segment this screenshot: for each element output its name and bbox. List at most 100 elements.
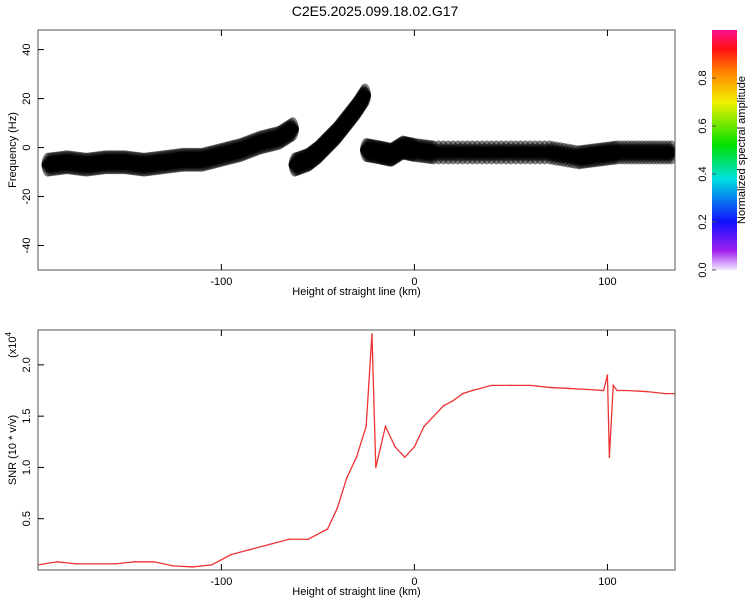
snr-point [95, 563, 97, 565]
x-tick-label: 100 [598, 576, 616, 588]
y-tick-label: 40 [21, 43, 33, 55]
y-tick-label: -20 [21, 189, 33, 205]
spectral-point [342, 117, 351, 124]
y-tick-label: 0.5 [21, 511, 33, 526]
snr-point [346, 476, 348, 479]
snr-point [432, 415, 435, 417]
spectral-point [255, 139, 264, 146]
snr-point [612, 384, 615, 387]
snr-point [133, 560, 136, 563]
spectral-point [290, 161, 299, 168]
snr-point [664, 392, 667, 395]
snr-point [384, 425, 387, 428]
spectral-point [387, 151, 396, 158]
x-tick-label: 0 [411, 276, 417, 288]
x-tick-label: -100 [210, 576, 232, 588]
snr-point [394, 446, 396, 448]
plot-frame [37, 29, 676, 271]
spectrogram-marks [41, 83, 675, 177]
snr-point [191, 566, 194, 568]
snr-point [326, 528, 329, 530]
y-tick-label: 2.0 [21, 357, 33, 372]
snr-point [529, 384, 532, 387]
snr-line-group [38, 333, 675, 568]
snr-point [365, 425, 367, 428]
figure-title: C2E5.2025.099.18.02.G17 [292, 3, 459, 19]
snr-point [608, 456, 611, 458]
y-tick-label: 1.0 [21, 460, 33, 475]
spectral-point [468, 149, 477, 156]
snr-point [452, 399, 454, 402]
plot-frame [37, 329, 676, 571]
snr-point [625, 389, 628, 392]
snr-point [510, 384, 512, 387]
spectral-point [304, 156, 313, 163]
spectral-point [352, 105, 361, 112]
snr-point [606, 374, 609, 376]
spectral-point [290, 124, 299, 131]
snr-point [153, 560, 155, 563]
snr-line [38, 334, 675, 568]
snr-point [587, 388, 589, 391]
spectral-point [323, 139, 332, 146]
x-axis-label: Height of straight line (km) [292, 586, 420, 598]
snr-point [288, 538, 290, 541]
spectral-point [313, 149, 322, 156]
snr-point [56, 560, 59, 563]
snr-point [461, 392, 464, 395]
spectral-point [140, 161, 149, 168]
snr-point [75, 563, 78, 565]
spectral-point [101, 159, 110, 166]
spectrogram-plot: -100 0 100 -40 -20 0 20 40 Height of straight li… [7, 29, 676, 298]
colorbar-tick-label: 0.8 [697, 70, 709, 85]
spectral-point [671, 149, 675, 156]
y-axis-label: SNR (10 * v/v) [7, 415, 19, 485]
snr-point [616, 389, 618, 392]
colorbar-tick-label: 0.4 [697, 166, 709, 181]
snr-point [413, 446, 416, 448]
snr-point [172, 565, 174, 567]
snr-point [568, 387, 570, 390]
spectral-point [159, 159, 168, 166]
snr-point [249, 548, 252, 551]
spectral-point [62, 159, 71, 166]
colorbar [712, 30, 737, 270]
spectral-point [613, 149, 622, 156]
spectral-point [642, 149, 651, 156]
spectral-point [217, 151, 226, 158]
snr-point [268, 543, 271, 546]
snr-point [114, 563, 117, 565]
snr-point [423, 425, 425, 428]
spectral-point [333, 129, 342, 136]
colorbar-tick-label: 0.6 [697, 118, 709, 133]
snr-point [307, 538, 310, 541]
spectral-point [593, 151, 602, 158]
snr-plot: -100 0 100 0.5 1.0 1.5 2.0 Height of straight l… [4, 329, 676, 598]
snr-point [490, 384, 493, 387]
spectral-point [120, 159, 129, 166]
y-tick-label: -40 [21, 238, 33, 254]
spectral-point [375, 149, 384, 156]
spectral-point [545, 149, 554, 156]
x-tick-label: 0 [411, 576, 417, 588]
y-tick-label: 0 [21, 144, 33, 150]
y-tick-label: 1.5 [21, 409, 33, 424]
spectral-point [236, 147, 245, 153]
x-axis-label: Height of straight line (km) [292, 286, 420, 298]
colorbar-label: Normalized spectral amplitude [736, 76, 748, 224]
snr-point [602, 389, 605, 392]
snr-point [645, 390, 647, 393]
spectral-point [429, 149, 438, 156]
spectral-point [574, 154, 583, 161]
spectral-point [43, 161, 52, 168]
spectral-point [178, 156, 187, 163]
snr-point [355, 456, 358, 458]
scale-base: (x10 [7, 337, 19, 358]
snr-point [336, 507, 338, 510]
snr-point [403, 456, 406, 458]
snr-point [471, 389, 474, 392]
x-tick-label: -100 [210, 276, 232, 288]
y-axis-label: Frequency (Hz) [7, 112, 19, 188]
spectral-point [362, 147, 371, 153]
